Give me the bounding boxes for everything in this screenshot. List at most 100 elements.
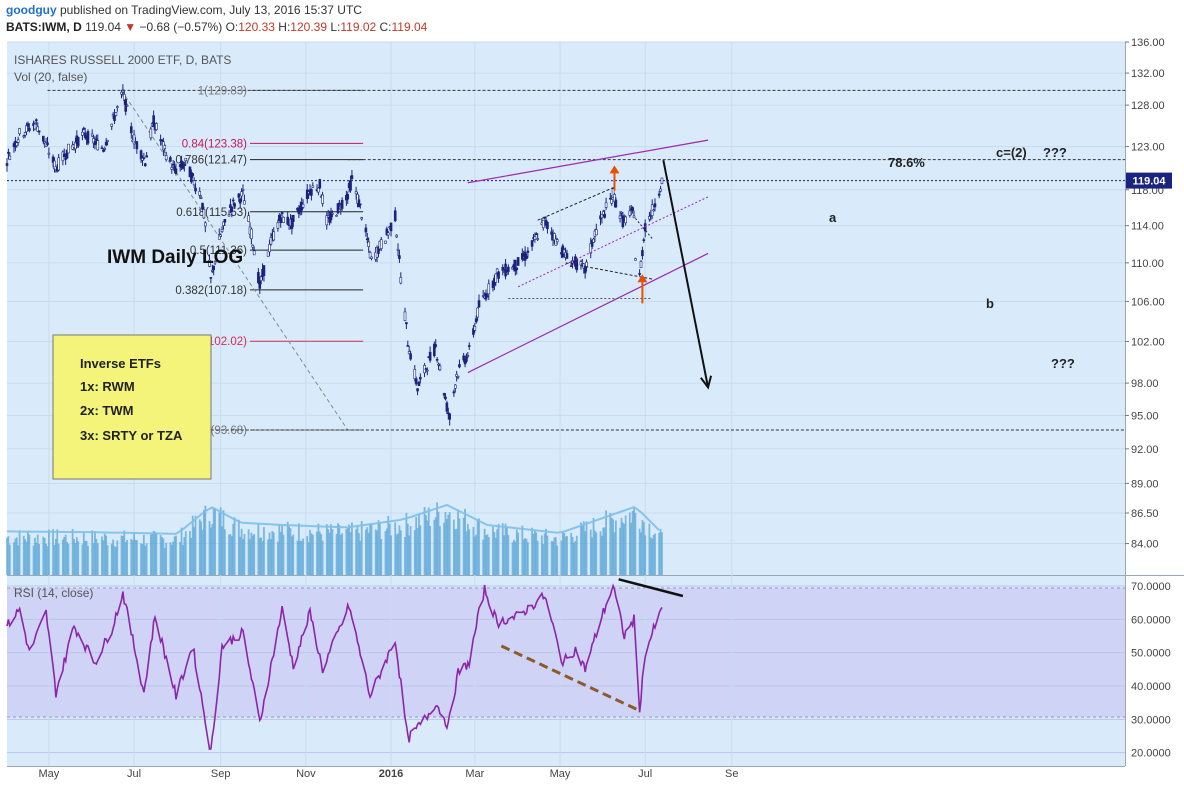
- volume-bar: [330, 524, 332, 575]
- volume-bar: [573, 542, 575, 575]
- volume-bar: [525, 538, 528, 575]
- volume-bar: [366, 527, 369, 575]
- rsi-axis[interactable]: 70.0000 60.0000 50.0000 40.0000 30.0000 20.00…: [1131, 581, 1171, 760]
- volume-bar: [318, 531, 321, 575]
- candle-body: [135, 141, 139, 150]
- candle-body: [86, 131, 90, 144]
- rsi-tick-label: 70.0000: [1131, 581, 1171, 593]
- candle-body: [208, 259, 211, 267]
- candle-body: [291, 214, 295, 222]
- candle-body: [321, 194, 324, 204]
- author-name[interactable]: goodguy: [6, 3, 57, 17]
- candle-body: [504, 263, 507, 277]
- candle-body: [335, 215, 338, 217]
- candle-body: [123, 94, 126, 101]
- channel-lower-line: [467, 252, 709, 374]
- candle-body: [550, 231, 553, 235]
- volume-bar: [466, 523, 469, 575]
- candle-body: [23, 132, 27, 136]
- volume-bar: [561, 531, 564, 575]
- volume-bar: [454, 529, 457, 575]
- volume-bar: [522, 539, 525, 575]
- wave-a-label[interactable]: a: [829, 210, 837, 225]
- last-price-tag[interactable]: 119.04: [1126, 172, 1172, 189]
- wave-b-label[interactable]: b: [986, 296, 994, 311]
- volume-bar: [240, 528, 243, 575]
- time-tick-label: Jul: [638, 768, 652, 780]
- inverse-etf-note[interactable]: Inverse ETFs 1x: RWM 2x: TWM 3x: SRTY or…: [52, 334, 212, 480]
- volume-bar: [331, 529, 334, 575]
- volume-indicator-label[interactable]: Vol (20, false): [14, 70, 87, 84]
- volume-bar: [457, 509, 459, 575]
- candle-body: [657, 193, 661, 196]
- volume-bar: [482, 539, 485, 575]
- volume-bar: [444, 511, 447, 575]
- candle-body: [648, 216, 651, 220]
- drawing-tools[interactable]: [7, 89, 1125, 431]
- time-axis[interactable]: May Jul Sep Nov 2016 Mar May Jul Se: [39, 768, 739, 780]
- candle-body: [434, 344, 438, 347]
- wave-c-label[interactable]: c=(2): [996, 145, 1027, 160]
- volume-bar: [299, 540, 302, 575]
- volume-bar: [296, 540, 299, 575]
- target-question-label[interactable]: ???: [1051, 356, 1075, 371]
- candle-body: [386, 232, 390, 236]
- candle-body: [325, 215, 329, 226]
- open-label: O:: [225, 20, 239, 34]
- volume-bar: [341, 533, 344, 575]
- candle-body: [53, 160, 56, 170]
- volume-bar: [14, 538, 17, 575]
- rsi-bearish-divergence-line: [618, 578, 684, 598]
- volume-bar: [54, 538, 57, 575]
- volume-bar: [92, 543, 95, 575]
- volume-bar: [193, 527, 196, 575]
- volume-bar: [374, 529, 377, 575]
- price-axis[interactable]: 136.00132.00128.00123.00118.00114.00110.…: [1125, 37, 1165, 551]
- rsi-series: [6, 578, 684, 751]
- candle-body: [384, 240, 387, 244]
- candle-body: [160, 139, 164, 142]
- candle-body: [639, 261, 643, 269]
- volume-bar: [427, 507, 430, 575]
- volume-bar: [219, 507, 222, 575]
- projected-down-arrow-shaft: [662, 160, 710, 388]
- price-tick-label: 136.00: [1131, 37, 1165, 49]
- volume-bar: [123, 530, 126, 575]
- volume-bar: [239, 536, 242, 575]
- fib-786-percent-label[interactable]: 78.6%: [888, 155, 925, 170]
- volume-bar: [140, 543, 142, 575]
- volume-bar: [272, 532, 275, 575]
- rsi-tick-label: 20.0000: [1131, 748, 1171, 760]
- volume-bar: [327, 529, 330, 575]
- candle-body: [462, 355, 465, 361]
- rsi-indicator-label[interactable]: RSI (14, close): [14, 586, 93, 600]
- chart-annotation-title[interactable]: IWM Daily LOG: [107, 247, 243, 268]
- volume-bar: [267, 539, 270, 575]
- fib-trend-line: [121, 90, 349, 431]
- wave-c-question-label[interactable]: ???: [1043, 145, 1067, 160]
- candle-body: [473, 325, 477, 331]
- candle-body: [213, 261, 217, 264]
- volume-bar: [623, 524, 626, 575]
- volume-bar: [144, 545, 147, 575]
- candle-body: [435, 359, 439, 361]
- volume-bar: [526, 542, 529, 575]
- candle-body: [243, 200, 246, 205]
- volume-bar: [163, 547, 166, 575]
- volume-bar: [61, 539, 64, 575]
- candle-body: [359, 203, 362, 206]
- rsi-line: [6, 583, 663, 751]
- volume-bar: [517, 532, 520, 575]
- candle-body: [36, 126, 40, 132]
- volume-bar: [35, 542, 38, 575]
- volume-bar: [661, 532, 663, 575]
- candle-body: [76, 137, 80, 147]
- candle-body: [143, 163, 147, 167]
- volume-bar: [317, 523, 320, 575]
- volume-bar: [437, 511, 440, 575]
- candle-body: [367, 241, 370, 247]
- rsi-tick-label: 50.0000: [1131, 648, 1171, 660]
- volume-bar: [242, 539, 244, 575]
- volume-bar: [658, 532, 661, 575]
